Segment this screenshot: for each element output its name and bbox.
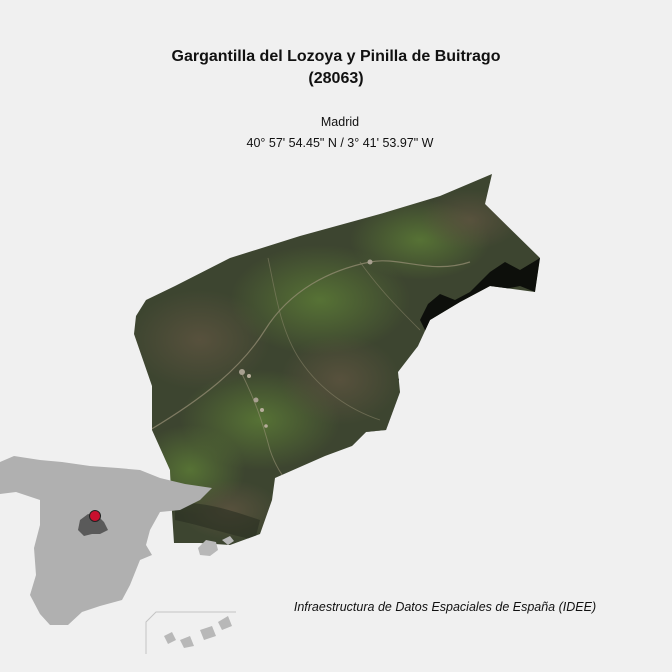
municipality-code: (28063) [308,70,364,87]
region-name: Madrid [320,115,360,129]
data-source-credit: Infraestructura de Datos Espaciales de E… [293,600,597,614]
inset-region-madrid [78,514,108,536]
inset-balearic-islands [198,536,234,556]
inset-canary-islands [164,616,232,648]
inset-canary-frame [145,611,236,654]
coordinates-label: 40° 57' 54.45" N / 3° 41' 53.97" W [246,136,434,150]
inset-spain-mainland [0,456,212,625]
inset-map-spain [0,456,236,654]
map-title: Gargantilla del Lozoya y Pinilla de Buit… [171,48,501,65]
location-marker [89,510,101,522]
